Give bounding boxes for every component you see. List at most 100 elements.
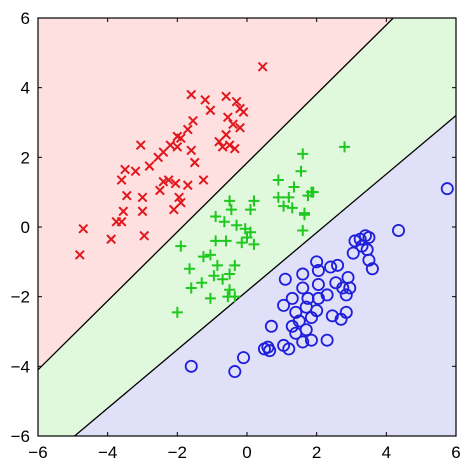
point-cross	[130, 166, 141, 177]
point-plus	[171, 306, 183, 318]
point-plus	[298, 209, 310, 221]
point-circle	[264, 319, 278, 333]
x-tick-label: 2	[312, 443, 321, 462]
y-tick-label: −6	[11, 427, 30, 446]
point-plus	[218, 216, 230, 228]
point-circle	[440, 182, 454, 196]
point-cross	[186, 145, 197, 156]
point-cross	[137, 192, 148, 203]
x-tick-label: −4	[98, 443, 117, 462]
point-circle	[237, 351, 251, 365]
point-cross	[222, 112, 233, 123]
point-plus	[185, 282, 197, 294]
point-circle	[296, 335, 310, 349]
point-circle	[184, 359, 198, 373]
point-plus	[278, 200, 290, 212]
point-plus	[197, 251, 209, 263]
boundary-line-1	[37, 17, 394, 371]
point-cross	[235, 122, 245, 133]
point-circle	[331, 258, 345, 272]
point-circle	[311, 264, 325, 278]
point-circle	[325, 309, 339, 323]
point-circle	[296, 281, 310, 295]
point-plus	[210, 211, 222, 223]
point-plus	[272, 191, 284, 203]
y-tick-labels: −6 −4 −2 0 2 4 6	[11, 9, 30, 446]
point-cross	[189, 157, 200, 168]
point-circle	[320, 333, 334, 347]
point-plus	[231, 219, 243, 231]
point-circle	[324, 260, 338, 274]
x-tick-labels: −6 −4 −2 0 2 4 6	[28, 443, 460, 462]
point-cross	[224, 140, 235, 151]
point-cross	[182, 124, 193, 135]
y-tick-label: 4	[21, 79, 30, 98]
point-plus	[204, 249, 216, 261]
data-points	[74, 61, 454, 379]
point-cross	[175, 197, 186, 208]
point-cross	[214, 136, 225, 147]
point-circle	[362, 230, 376, 244]
point-circle	[257, 342, 271, 356]
point-cross	[74, 249, 85, 260]
point-cross	[158, 176, 169, 187]
point-cross	[198, 175, 209, 185]
point-cross	[229, 143, 240, 154]
point-cross	[78, 223, 89, 234]
point-plus	[211, 259, 223, 271]
point-circle	[320, 288, 334, 302]
y-tick-label: 6	[21, 9, 30, 28]
point-plus	[302, 190, 314, 202]
x-tick-label: −6	[28, 443, 47, 462]
point-plus	[339, 141, 351, 153]
point-circle	[285, 291, 299, 305]
point-plus	[288, 181, 300, 193]
point-plus	[217, 273, 229, 285]
x-tick-label: 6	[451, 443, 460, 462]
point-plus	[229, 259, 241, 271]
point-cross	[118, 206, 129, 217]
y-tick-label: −2	[11, 288, 30, 307]
point-cross	[186, 89, 197, 100]
point-circle	[285, 319, 299, 333]
point-cross	[217, 141, 228, 152]
region-green	[38, 18, 456, 436]
point-plus	[208, 270, 220, 282]
boundary-line-2	[74, 115, 457, 437]
series-cross	[74, 61, 268, 260]
point-cross	[172, 131, 183, 142]
point-plus	[244, 204, 256, 216]
point-circle	[311, 277, 325, 291]
point-plus	[220, 235, 232, 247]
point-circle	[228, 365, 242, 379]
point-cross	[221, 91, 232, 102]
point-plus	[236, 237, 248, 249]
point-circle	[282, 342, 296, 356]
point-circle	[310, 255, 324, 269]
point-plus	[175, 240, 187, 252]
point-cross	[135, 140, 146, 151]
point-cross	[121, 190, 132, 201]
point-plus	[229, 291, 241, 303]
point-circle	[304, 311, 318, 325]
point-circle	[296, 267, 310, 281]
axis-ticks	[37, 17, 457, 437]
point-cross	[137, 206, 148, 217]
point-cross	[139, 230, 150, 241]
series-circle	[184, 182, 454, 379]
point-cross	[238, 107, 249, 117]
point-cross	[200, 94, 211, 105]
point-plus	[224, 268, 236, 280]
point-circle	[343, 281, 357, 295]
point-circle	[346, 246, 360, 260]
point-cross	[106, 234, 117, 245]
point-cross	[231, 96, 242, 107]
point-plus	[224, 284, 236, 296]
point-plus	[224, 195, 236, 207]
x-tick-label: 0	[242, 443, 251, 462]
y-tick-label: 0	[21, 218, 30, 237]
point-cross	[182, 180, 193, 191]
point-circle	[301, 291, 315, 305]
point-cross	[228, 119, 238, 130]
